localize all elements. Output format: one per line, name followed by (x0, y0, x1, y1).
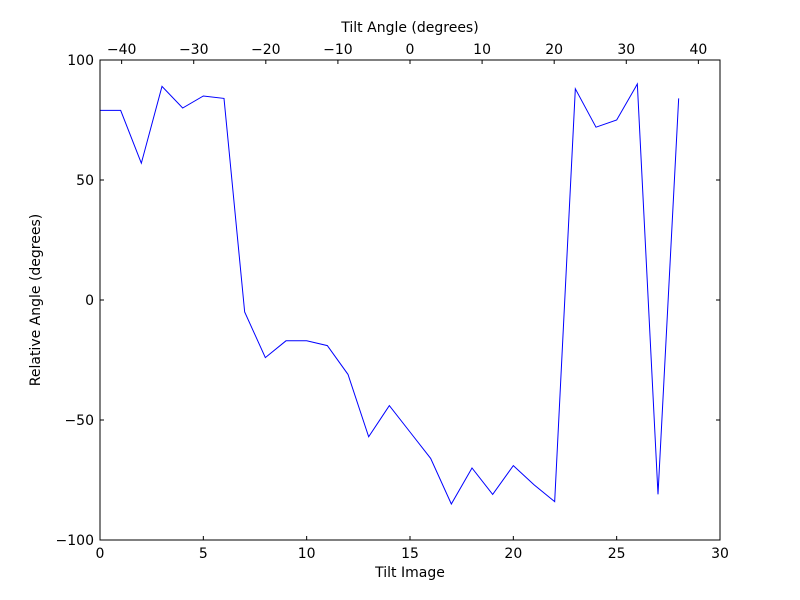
x-tick-label: 15 (401, 546, 419, 562)
top-x-tick-label: −10 (323, 42, 353, 58)
top-x-tick-label: 30 (617, 42, 635, 58)
x-tick-label: 5 (199, 546, 208, 562)
top-x-axis-title: Tilt Angle (degrees) (340, 20, 478, 36)
x-tick-label: 0 (96, 546, 105, 562)
y-axis-title: Relative Angle (degrees) (28, 214, 44, 386)
top-x-tick-label: 20 (545, 42, 563, 58)
y-tick-label: 0 (85, 293, 94, 309)
labels-layer: 0 5 10 15 20 25 30−40 −30 −20 −10 0 10 20 30 40−100−50… (56, 42, 729, 562)
ticks-layer (99, 59, 721, 541)
series-line (100, 82, 680, 506)
y-tick-label: −100 (56, 533, 94, 549)
x-tick-label: 25 (608, 546, 626, 562)
x-tick-label: 30 (711, 546, 729, 562)
x-tick-label: 20 (504, 546, 522, 562)
top-x-tick-label: 0 (406, 42, 415, 58)
y-tick-label: −50 (64, 413, 94, 429)
top-x-tick-label: −30 (179, 42, 209, 58)
top-x-tick-label: 40 (689, 42, 707, 58)
x-axis-title: Tilt Image (374, 565, 445, 581)
top-x-tick-label: −20 (251, 42, 281, 58)
x-tick-label: 10 (298, 546, 316, 562)
series-layer (100, 82, 680, 506)
y-tick-label: 100 (67, 53, 94, 69)
y-tick-label: 50 (76, 173, 94, 189)
top-x-tick-label: −40 (107, 42, 137, 58)
top-x-tick-label: 10 (473, 42, 491, 58)
